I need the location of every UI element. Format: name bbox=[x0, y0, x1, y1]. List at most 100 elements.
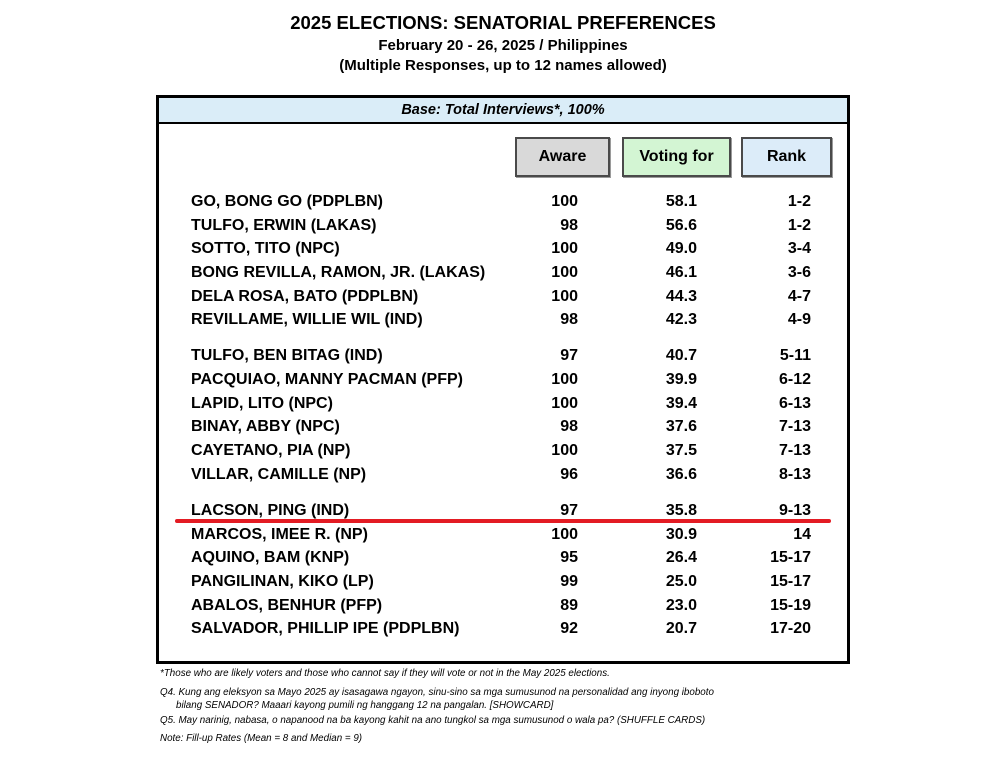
footnote-base-definition: *Those who are likely voters and those w… bbox=[160, 668, 610, 679]
aware-value: 95 bbox=[560, 549, 578, 567]
table-row: SOTTO, TITO (NPC) 100 49.0 3-4 bbox=[159, 237, 847, 261]
page-title: 2025 ELECTIONS: SENATORIAL PREFERENCES bbox=[290, 12, 716, 33]
rank-column-header: Rank bbox=[741, 137, 832, 177]
top-12-cutoff-line bbox=[175, 519, 831, 523]
aware-value: 92 bbox=[560, 620, 578, 638]
candidate-name: AQUINO, BAM (KNP) bbox=[191, 549, 350, 567]
voting-for-value: 36.6 bbox=[665, 465, 697, 483]
candidate-name: DELA ROSA, BATO (PDPLBN) bbox=[191, 287, 419, 305]
rank-value: 6-13 bbox=[778, 394, 811, 412]
rank-value: 4-9 bbox=[787, 311, 811, 329]
table-row: LAPID, LITO (NPC) 100 39.4 6-13 bbox=[159, 392, 847, 416]
voting-for-value: 39.4 bbox=[665, 394, 697, 412]
aware-value: 89 bbox=[560, 596, 578, 614]
candidate-name: TULFO, ERWIN (LAKAS) bbox=[191, 216, 377, 234]
rank-value: 3-4 bbox=[787, 240, 811, 258]
table-row: CAYETANO, PIA (NP) 100 37.5 7-13 bbox=[159, 439, 847, 463]
table-row: AQUINO, BAM (KNP) 95 26.4 15-17 bbox=[159, 546, 847, 570]
aware-value: 98 bbox=[560, 418, 578, 436]
survey-dates: February 20 - 26, 2025 / Philippines bbox=[378, 37, 628, 54]
table-body: GO, BONG GO (PDPLBN) 100 58.1 1-2 TULFO,… bbox=[159, 190, 847, 641]
candidate-name: PANGILINAN, KIKO (LP) bbox=[191, 572, 374, 590]
aware-value: 98 bbox=[560, 311, 578, 329]
aware-value: 96 bbox=[560, 465, 578, 483]
table-row: PACQUIAO, MANNY PACMAN (PFP) 100 39.9 6-… bbox=[159, 368, 847, 392]
aware-value: 100 bbox=[551, 371, 578, 389]
rank-value: 3-6 bbox=[787, 264, 811, 282]
candidate-name: TULFO, BEN BITAG (IND) bbox=[191, 347, 383, 365]
table-row: VILLAR, CAMILLE (NP) 96 36.6 8-13 bbox=[159, 463, 847, 487]
table-row: BINAY, ABBY (NPC) 98 37.6 7-13 bbox=[159, 415, 847, 439]
aware-value: 100 bbox=[551, 193, 578, 210]
candidate-name: GO, BONG GO (PDPLBN) bbox=[191, 193, 383, 210]
aware-value: 98 bbox=[560, 216, 578, 234]
voting-for-value: 37.6 bbox=[665, 418, 697, 436]
candidate-name: LACSON, PING (IND) bbox=[191, 501, 350, 519]
voting-for-value: 39.9 bbox=[665, 371, 697, 389]
candidate-name: CAYETANO, PIA (NP) bbox=[191, 442, 351, 460]
voting-for-value: 49.0 bbox=[665, 240, 697, 258]
rank-value: 5-11 bbox=[779, 347, 811, 365]
candidate-name: VILLAR, CAMILLE (NP) bbox=[191, 465, 367, 483]
voting-for-value: 23.0 bbox=[665, 596, 697, 614]
footnote-q4-line2: bilang SENADOR? Maaari kayong pumili ng … bbox=[176, 700, 554, 711]
voting-for-value: 46.1 bbox=[665, 264, 697, 282]
footnote-q4-line1: Q4. Kung ang eleksyon sa Mayo 2025 ay is… bbox=[160, 687, 714, 698]
response-note: (Multiple Responses, up to 12 names allo… bbox=[339, 57, 667, 74]
results-table: Base: Total Interviews*, 100% Aware Voti… bbox=[156, 95, 850, 664]
rank-value: 6-12 bbox=[778, 371, 811, 389]
rank-value: 15-17 bbox=[770, 549, 811, 567]
voting-for-value: 37.5 bbox=[665, 442, 697, 460]
aware-value: 100 bbox=[551, 442, 578, 460]
candidate-name: BINAY, ABBY (NPC) bbox=[191, 418, 340, 436]
voting-for-value: 35.8 bbox=[665, 501, 697, 519]
aware-column-header: Aware bbox=[515, 137, 610, 177]
voting-for-value: 58.1 bbox=[665, 193, 697, 210]
voting-for-value: 26.4 bbox=[665, 549, 697, 567]
voting-for-value: 42.3 bbox=[665, 311, 697, 329]
candidate-name: REVILLAME, WILLIE WIL (IND) bbox=[191, 311, 423, 329]
voting-for-value: 40.7 bbox=[665, 347, 697, 365]
candidate-name: MARCOS, IMEE R. (NP) bbox=[191, 525, 368, 543]
rank-value: 8-13 bbox=[778, 465, 811, 483]
rank-value: 15-17 bbox=[770, 572, 811, 590]
rank-value: 1-2 bbox=[787, 216, 811, 234]
base-label: Base: Total Interviews*, 100% bbox=[159, 98, 847, 124]
table-row: REVILLAME, WILLIE WIL (IND) 98 42.3 4-9 bbox=[159, 308, 847, 332]
voting-for-value: 30.9 bbox=[665, 525, 697, 543]
rank-value: 14 bbox=[793, 525, 811, 543]
table-row: ABALOS, BENHUR (PFP) 89 23.0 15-19 bbox=[159, 594, 847, 618]
voting-for-value: 20.7 bbox=[665, 620, 697, 638]
table-row: SALVADOR, PHILLIP IPE (PDPLBN) 92 20.7 1… bbox=[159, 617, 847, 641]
table-row: MARCOS, IMEE R. (NP) 100 30.9 14 bbox=[159, 523, 847, 547]
aware-value: 100 bbox=[551, 394, 578, 412]
aware-value: 97 bbox=[560, 347, 578, 365]
footnote-fill-up-rates: Note: Fill-up Rates (Mean = 8 and Median… bbox=[160, 733, 363, 744]
voting-for-value: 25.0 bbox=[665, 572, 697, 590]
rank-value: 17-20 bbox=[770, 620, 811, 638]
candidate-name: ABALOS, BENHUR (PFP) bbox=[191, 596, 383, 614]
candidate-name: BONG REVILLA, RAMON, JR. (LAKAS) bbox=[191, 264, 486, 282]
candidate-name: SALVADOR, PHILLIP IPE (PDPLBN) bbox=[191, 620, 460, 638]
table-row: TULFO, ERWIN (LAKAS) 98 56.6 1-2 bbox=[159, 214, 847, 238]
aware-value: 100 bbox=[551, 240, 578, 258]
aware-value: 100 bbox=[551, 525, 578, 543]
table-row: TULFO, BEN BITAG (IND) 97 40.7 5-11 bbox=[159, 344, 847, 368]
candidate-name: PACQUIAO, MANNY PACMAN (PFP) bbox=[191, 371, 463, 389]
rank-value: 4-7 bbox=[787, 287, 811, 305]
candidate-name: LAPID, LITO (NPC) bbox=[191, 394, 333, 412]
rank-value: 7-13 bbox=[778, 418, 811, 436]
voting-for-value: 56.6 bbox=[665, 216, 697, 234]
table-row: PANGILINAN, KIKO (LP) 99 25.0 15-17 bbox=[159, 570, 847, 594]
rank-value: 9-13 bbox=[778, 501, 811, 519]
footnote-q5: Q5. May narinig, nabasa, o napanood na b… bbox=[160, 715, 706, 726]
aware-value: 100 bbox=[551, 287, 578, 305]
voting-for-column-header: Voting for bbox=[622, 137, 731, 177]
aware-value: 97 bbox=[560, 501, 578, 519]
candidate-name: SOTTO, TITO (NPC) bbox=[191, 240, 340, 258]
aware-value: 99 bbox=[560, 572, 578, 590]
rank-value: 15-19 bbox=[770, 596, 811, 614]
table-row: BONG REVILLA, RAMON, JR. (LAKAS) 100 46.… bbox=[159, 261, 847, 285]
table-row: DELA ROSA, BATO (PDPLBN) 100 44.3 4-7 bbox=[159, 285, 847, 309]
voting-for-value: 44.3 bbox=[665, 287, 697, 305]
